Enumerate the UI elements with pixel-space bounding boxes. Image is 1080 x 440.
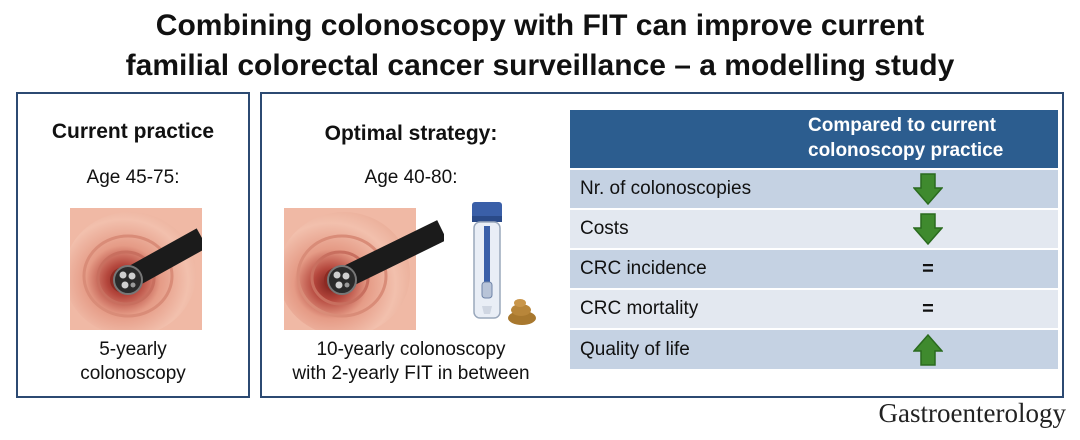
row-indicator bbox=[798, 328, 1058, 369]
current-practice-description: 5-yearly colonoscopy bbox=[18, 338, 248, 386]
colonoscopy-illustration bbox=[278, 208, 447, 336]
equal-sign: = bbox=[922, 257, 934, 280]
comparison-table: Compared to current colonoscopy practice… bbox=[570, 110, 1058, 369]
optimal-desc-line-1: 10-yearly colonoscopy bbox=[316, 339, 506, 360]
optimal-strategy-age: Age 40-80: bbox=[364, 167, 458, 188]
optimal-strategy-description: 10-yearly colonoscopy with 2-yearly FIT … bbox=[262, 338, 560, 386]
fit-sample-tube-icon bbox=[460, 200, 538, 332]
down-arrow-icon bbox=[913, 173, 943, 205]
table-row: Nr. of colonoscopies bbox=[570, 168, 1058, 209]
table-header-row: Compared to current colonoscopy practice bbox=[570, 110, 1058, 169]
table-row: Quality of life bbox=[570, 328, 1058, 369]
row-label: CRC incidence bbox=[570, 248, 798, 289]
current-practice-panel: Current practice Age 45-75: bbox=[16, 92, 250, 398]
row-indicator bbox=[798, 168, 1058, 209]
header-line-1: Compared to current bbox=[808, 115, 996, 136]
row-indicator bbox=[798, 208, 1058, 249]
optimal-desc-line-2: with 2-yearly FIT in between bbox=[292, 363, 530, 384]
down-arrow-icon bbox=[913, 213, 943, 245]
row-label: Quality of life bbox=[570, 328, 798, 369]
up-arrow-icon bbox=[913, 333, 943, 366]
row-label: CRC mortality bbox=[570, 288, 798, 329]
current-practice-age: Age 45-75: bbox=[86, 167, 180, 188]
current-desc-line-1: 5-yearly bbox=[99, 339, 167, 360]
row-indicator: = bbox=[798, 248, 1058, 289]
header-line-2: colonoscopy practice bbox=[808, 140, 1004, 161]
page-title: Combining colonoscopy with FIT can impro… bbox=[0, 6, 1080, 86]
title-line-2: familial colorectal cancer surveillance … bbox=[125, 49, 955, 82]
optimal-strategy-heading: Optimal strategy: bbox=[324, 122, 498, 145]
equal-sign: = bbox=[922, 297, 934, 320]
title-line-1: Combining colonoscopy with FIT can impro… bbox=[155, 9, 925, 42]
row-label: Nr. of colonoscopies bbox=[570, 168, 798, 209]
colonoscopy-illustration bbox=[64, 208, 208, 336]
optimal-strategy-panel: Optimal strategy: Age 40-80: bbox=[260, 92, 1064, 398]
journal-name: Gastroenterology bbox=[878, 398, 1066, 428]
current-desc-line-2: colonoscopy bbox=[80, 363, 186, 384]
row-indicator: = bbox=[798, 288, 1058, 329]
table-header-blank bbox=[570, 110, 798, 169]
row-label: Costs bbox=[570, 208, 798, 249]
table-header-compared: Compared to current colonoscopy practice bbox=[798, 110, 1058, 169]
table-row: CRC incidence = bbox=[570, 248, 1058, 289]
current-practice-heading: Current practice bbox=[51, 120, 215, 143]
table-row: CRC mortality = bbox=[570, 288, 1058, 329]
table-row: Costs bbox=[570, 208, 1058, 249]
